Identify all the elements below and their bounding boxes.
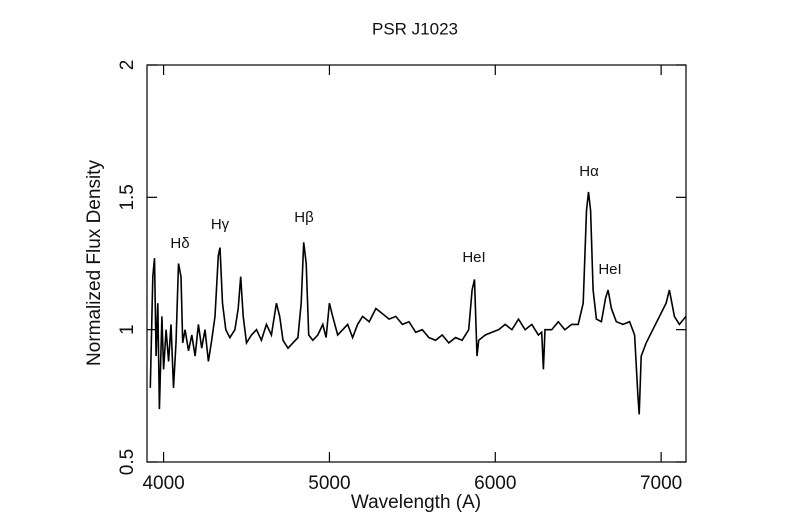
y-tick-label: 1.5 <box>117 184 138 210</box>
chart-title: PSR J1023 <box>372 19 458 38</box>
x-tick-label: 4000 <box>142 473 184 494</box>
y-axis-label: Normalized Flux Density <box>84 160 105 366</box>
line-annotation: Hα <box>579 163 599 180</box>
x-tick-label: 6000 <box>474 473 516 494</box>
y-tick-label: 2 <box>117 60 138 71</box>
y-tick-label: 1 <box>117 324 138 335</box>
plot-frame <box>146 64 687 463</box>
spectrum-line <box>149 191 687 415</box>
line-annotation: Hβ <box>294 209 314 226</box>
line-annotation: Hγ <box>211 216 230 233</box>
y-tick-label: 0.5 <box>117 449 138 475</box>
line-annotation: Hδ <box>170 235 189 252</box>
x-tick-label: 7000 <box>640 473 682 494</box>
line-annotation: HeI <box>462 249 485 266</box>
x-tick-label: 5000 <box>308 473 350 494</box>
x-axis-label: Wavelength (A) <box>351 492 481 513</box>
line-annotation: HeI <box>598 261 621 278</box>
